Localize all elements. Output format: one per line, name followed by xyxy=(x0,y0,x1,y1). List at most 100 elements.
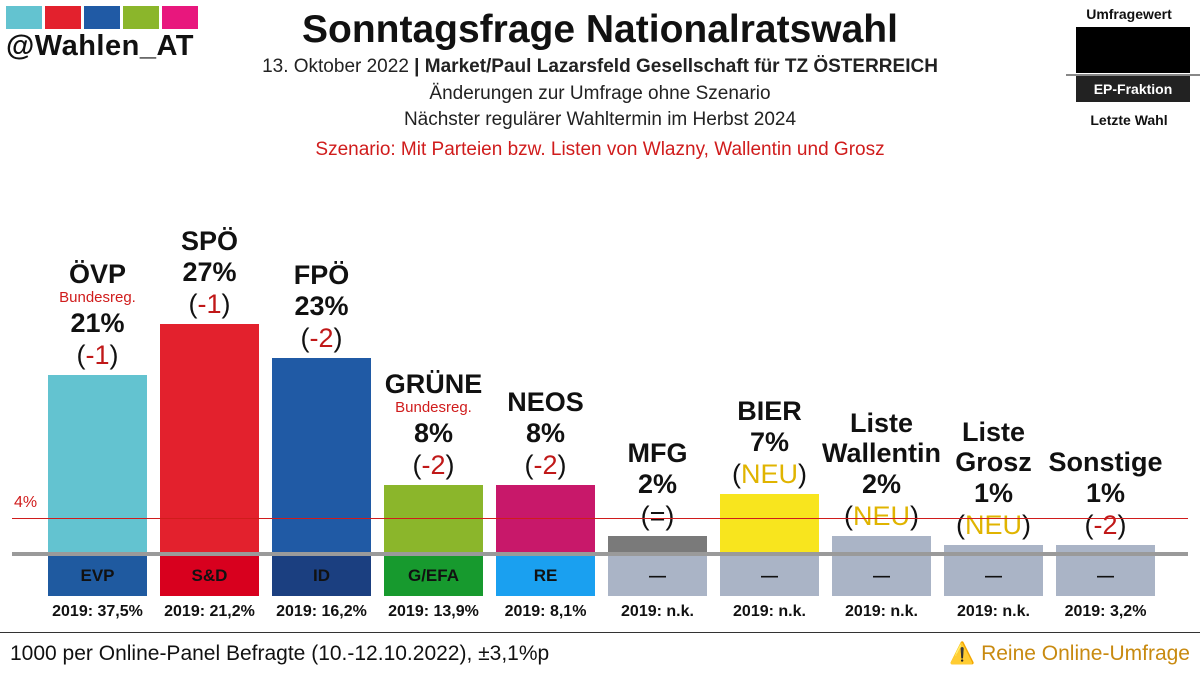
ep-group-label: G/EFA xyxy=(384,555,483,596)
party-label: BIER 7% (NEU) xyxy=(708,396,831,490)
chart-baseline xyxy=(12,552,1188,556)
party-label: Liste Wallentin 2% (NEU) xyxy=(820,408,943,532)
ep-group-label: ID xyxy=(272,555,371,596)
party-name: GRÜNE xyxy=(384,369,483,399)
change-label: (-2) xyxy=(412,450,455,480)
online-poll-note-text: Reine Online-Umfrage xyxy=(981,642,1190,665)
threshold-line xyxy=(12,518,1188,519)
logo-square xyxy=(162,6,198,29)
previous-result: 2019: n.k. xyxy=(845,603,918,620)
change-value: NEU xyxy=(964,510,1022,540)
party-label: NEOS 8% (-2) xyxy=(484,387,607,481)
change-value: -2 xyxy=(1093,510,1118,540)
change-value: -2 xyxy=(533,450,558,480)
ep-group-label: — xyxy=(720,555,819,596)
party-label: ÖVP Bundesreg. 21% (-1) xyxy=(36,259,159,371)
government-note: Bundesreg. xyxy=(395,399,472,416)
data-label: 8% xyxy=(525,418,566,448)
legend-poll-swatch xyxy=(1076,27,1190,73)
party-name: NEOS xyxy=(507,387,584,417)
party-name: BIER xyxy=(737,396,802,426)
twitter-handle: @Wahlen_AT xyxy=(6,30,194,62)
previous-result: 2019: 3,2% xyxy=(1064,603,1147,620)
party-name: SPÖ xyxy=(180,226,239,256)
government-note: Bundesreg. xyxy=(59,289,136,306)
party-label: SPÖ 27% (-1) xyxy=(148,226,271,320)
party-name: MFG xyxy=(627,438,688,468)
previous-result: 2019: n.k. xyxy=(621,603,694,620)
bar-0 xyxy=(48,374,147,553)
legend-baseline xyxy=(1066,74,1200,76)
previous-result: 2019: 13,9% xyxy=(388,603,479,620)
change-label: (-2) xyxy=(524,450,567,480)
data-label: 1% xyxy=(1085,478,1126,508)
party-name: Liste Grosz xyxy=(955,417,1032,477)
data-label: 8% xyxy=(413,418,454,448)
bar-6 xyxy=(720,493,819,553)
change-value: NEU xyxy=(740,459,798,489)
change-label: (-2) xyxy=(300,323,343,353)
change-label: (NEU) xyxy=(843,501,919,531)
change-value: NEU xyxy=(852,501,910,531)
ep-group-label: — xyxy=(608,555,707,596)
change-label: (-1) xyxy=(188,289,231,319)
party-label: Sonstige 1% (-2) xyxy=(1044,447,1167,541)
change-value: -1 xyxy=(85,340,110,370)
party-label: GRÜNE Bundesreg. 8% (-2) xyxy=(372,369,495,481)
subtitle-election-date: Nächster regulärer Wahltermin im Herbst … xyxy=(403,109,797,130)
sample-info: 1000 per Online-Panel Befragte (10.-12.1… xyxy=(10,642,550,665)
legend-ep-group: EP-Fraktion xyxy=(1076,76,1190,102)
bar-2 xyxy=(272,357,371,553)
warning-icon: ⚠️ xyxy=(949,642,976,665)
data-label: 1% xyxy=(973,478,1014,508)
bar-8 xyxy=(944,544,1043,553)
ep-group-label: — xyxy=(944,555,1043,596)
change-label: (-1) xyxy=(76,340,119,370)
data-label: 23% xyxy=(294,291,349,321)
change-label: (-2) xyxy=(1084,510,1127,540)
change-value: -1 xyxy=(197,289,222,319)
bar-4 xyxy=(496,485,595,553)
party-label: FPÖ 23% (-2) xyxy=(260,260,383,354)
ep-group-label: RE xyxy=(496,555,595,596)
bar-9 xyxy=(1056,544,1155,553)
change-label: (NEU) xyxy=(955,510,1031,540)
party-label: Liste Grosz 1% (NEU) xyxy=(932,417,1055,541)
poll-institute: Market/Paul Lazarsfeld Gesellschaft für … xyxy=(424,56,938,77)
previous-result: 2019: 37,5% xyxy=(52,603,143,620)
previous-result: 2019: 8,1% xyxy=(504,603,587,620)
data-label: 2% xyxy=(861,469,902,499)
logo-square xyxy=(6,6,42,29)
previous-result: 2019: n.k. xyxy=(733,603,806,620)
source-line: 13. Oktober 2022 | Market/Paul Lazarsfel… xyxy=(0,56,1200,78)
ep-group-label: — xyxy=(832,555,931,596)
logo-square xyxy=(45,6,81,29)
bar-3 xyxy=(384,485,483,553)
logo-square xyxy=(123,6,159,29)
chart-title: Sonntagsfrage Nationalratswahl xyxy=(302,8,898,51)
party-label: MFG 2% (=) xyxy=(596,438,719,532)
previous-result: 2019: 21,2% xyxy=(164,603,255,620)
online-poll-note: ⚠️ Reine Online-Umfrage xyxy=(949,642,1190,666)
previous-result: 2019: n.k. xyxy=(957,603,1030,620)
footer-divider xyxy=(0,632,1200,633)
legend-last-election: Letzte Wahl xyxy=(1090,112,1168,128)
change-label: (=) xyxy=(640,501,675,531)
data-label: 7% xyxy=(749,427,790,457)
source-separator: | xyxy=(414,56,420,77)
previous-result: 2019: 16,2% xyxy=(276,603,367,620)
data-label: 27% xyxy=(182,257,237,287)
ep-group-label: S&D xyxy=(160,555,259,596)
data-label: 2% xyxy=(637,469,678,499)
party-name: ÖVP xyxy=(68,259,127,289)
threshold-label: 4% xyxy=(14,494,38,511)
ep-group-label: — xyxy=(1056,555,1155,596)
data-label: 21% xyxy=(70,308,125,338)
change-value: -2 xyxy=(421,450,446,480)
party-name: FPÖ xyxy=(293,260,350,290)
ep-group-label: EVP xyxy=(48,555,147,596)
bar-7 xyxy=(832,536,931,553)
logo-square xyxy=(84,6,120,29)
change-label: (NEU) xyxy=(731,459,807,489)
scenario-note: Szenario: Mit Parteien bzw. Listen von W… xyxy=(315,139,885,160)
